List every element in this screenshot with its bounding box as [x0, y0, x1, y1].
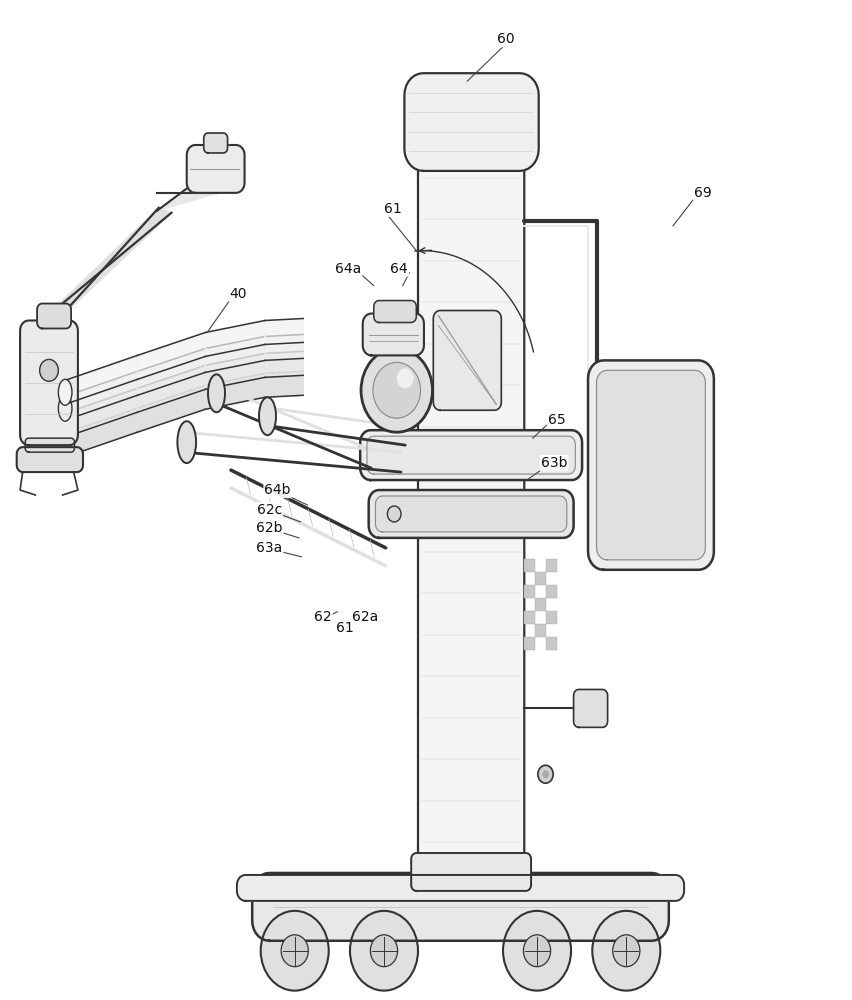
Polygon shape: [137, 385, 205, 432]
Ellipse shape: [58, 412, 72, 438]
Circle shape: [538, 765, 553, 783]
Text: 63a: 63a: [256, 541, 282, 555]
Polygon shape: [205, 373, 265, 409]
Bar: [524, 559, 535, 572]
Text: 40: 40: [228, 287, 246, 301]
Polygon shape: [137, 348, 205, 395]
Circle shape: [396, 368, 413, 388]
Circle shape: [523, 935, 550, 967]
Text: 62a: 62a: [352, 610, 378, 624]
Bar: [535, 572, 546, 585]
Circle shape: [39, 359, 58, 381]
Polygon shape: [204, 133, 227, 153]
Polygon shape: [26, 438, 74, 452]
Circle shape: [542, 770, 549, 778]
Polygon shape: [433, 311, 501, 410]
Polygon shape: [39, 208, 171, 325]
Ellipse shape: [58, 432, 72, 458]
Text: 62b: 62b: [256, 521, 282, 535]
Bar: [535, 598, 546, 611]
Text: 64a: 64a: [335, 262, 361, 276]
Polygon shape: [205, 336, 265, 372]
Polygon shape: [137, 365, 205, 412]
Text: 62: 62: [314, 610, 331, 624]
Circle shape: [370, 935, 397, 967]
Polygon shape: [373, 301, 416, 322]
Text: 64b: 64b: [264, 483, 291, 497]
Polygon shape: [137, 332, 205, 379]
Polygon shape: [368, 490, 573, 538]
Polygon shape: [596, 370, 705, 560]
Bar: [546, 585, 556, 598]
Bar: [524, 611, 535, 624]
Text: 64: 64: [390, 262, 407, 276]
Polygon shape: [237, 875, 683, 901]
Polygon shape: [360, 430, 581, 480]
Polygon shape: [404, 73, 538, 171]
Polygon shape: [573, 689, 607, 727]
Text: 62c: 62c: [256, 503, 281, 517]
Ellipse shape: [259, 397, 276, 435]
Polygon shape: [65, 355, 137, 404]
Polygon shape: [265, 319, 302, 344]
Polygon shape: [157, 166, 235, 211]
Circle shape: [612, 935, 639, 967]
Circle shape: [503, 911, 570, 991]
Polygon shape: [37, 304, 71, 328]
Polygon shape: [252, 873, 668, 941]
Polygon shape: [187, 145, 245, 193]
Polygon shape: [20, 320, 78, 445]
Polygon shape: [205, 321, 265, 356]
Bar: [535, 624, 546, 637]
Bar: [546, 611, 556, 624]
Circle shape: [591, 911, 659, 991]
Bar: [546, 637, 556, 650]
Polygon shape: [587, 360, 713, 570]
Circle shape: [387, 506, 400, 522]
Circle shape: [261, 911, 328, 991]
Ellipse shape: [208, 374, 225, 412]
Ellipse shape: [58, 395, 72, 421]
Polygon shape: [366, 436, 574, 474]
Circle shape: [349, 911, 417, 991]
Polygon shape: [417, 136, 524, 884]
Polygon shape: [265, 371, 302, 397]
Text: 61: 61: [383, 202, 401, 216]
Polygon shape: [362, 314, 423, 355]
Polygon shape: [375, 496, 566, 532]
Text: 60: 60: [496, 32, 514, 46]
Bar: [524, 585, 535, 598]
Text: 65: 65: [547, 413, 565, 427]
Ellipse shape: [177, 421, 196, 463]
Ellipse shape: [58, 379, 72, 405]
Text: 69: 69: [694, 186, 711, 200]
Circle shape: [281, 935, 308, 967]
Polygon shape: [265, 334, 302, 360]
Circle shape: [360, 348, 432, 432]
Polygon shape: [411, 853, 531, 891]
Text: 63b: 63b: [540, 456, 567, 470]
Polygon shape: [65, 371, 137, 420]
Circle shape: [372, 362, 420, 418]
Bar: [524, 637, 535, 650]
Polygon shape: [265, 351, 302, 377]
Bar: [546, 559, 556, 572]
Text: 61: 61: [336, 621, 354, 635]
Polygon shape: [65, 388, 137, 437]
Polygon shape: [65, 408, 137, 457]
Polygon shape: [205, 353, 265, 389]
Polygon shape: [17, 447, 83, 472]
